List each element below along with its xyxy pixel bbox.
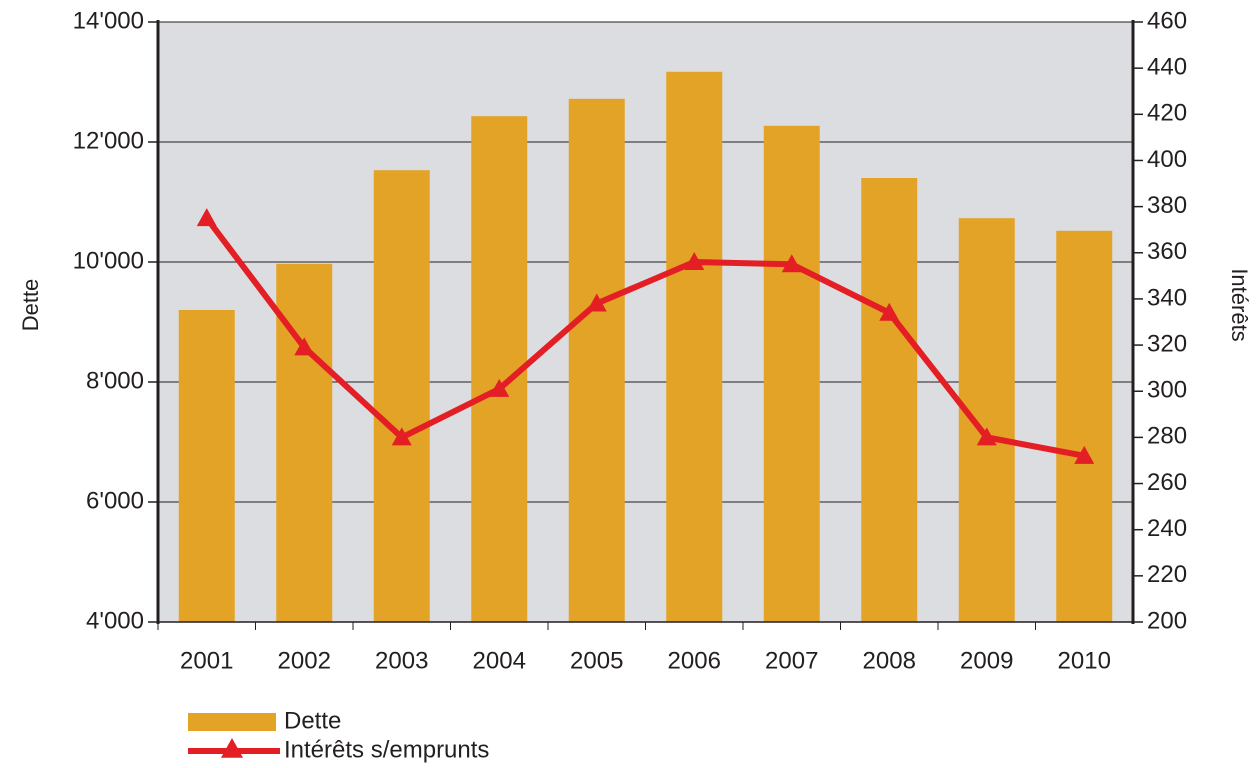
y2-tick-label: 220 — [1147, 561, 1187, 588]
y2-tick-label: 340 — [1147, 284, 1187, 311]
bar — [568, 98, 625, 623]
bar — [958, 218, 1015, 622]
x-tick-label: 2010 — [1058, 647, 1111, 674]
y-tick-label: 6'000 — [86, 487, 144, 514]
x-tick-label: 2003 — [375, 647, 428, 674]
marker — [196, 208, 217, 227]
y-tick-label: 4'000 — [86, 607, 144, 634]
y-tick-label: 12'000 — [73, 127, 144, 154]
x-tick-label: 2005 — [570, 647, 623, 674]
legend-label: Intérêts s/emprunts — [284, 736, 489, 763]
x-tick-label: 2004 — [473, 647, 526, 674]
bar — [178, 310, 235, 622]
y2-axis-label: Intérêts — [1227, 268, 1252, 341]
y2-tick-label: 200 — [1147, 607, 1187, 634]
y2-tick-label: 320 — [1147, 330, 1187, 357]
legend-label: Dette — [284, 707, 341, 734]
x-tick-label: 2006 — [668, 647, 721, 674]
y2-tick-label: 380 — [1147, 192, 1187, 219]
bar — [861, 178, 918, 622]
marker — [976, 427, 997, 446]
y2-tick-label: 460 — [1147, 7, 1187, 34]
x-tick-label: 2001 — [180, 647, 233, 674]
y2-tick-label: 280 — [1147, 423, 1187, 450]
bar — [1056, 230, 1113, 623]
y2-tick-label: 440 — [1147, 53, 1187, 80]
marker — [684, 252, 705, 270]
y2-tick-label: 420 — [1147, 100, 1187, 127]
y2-tick-label: 300 — [1147, 377, 1187, 404]
marker — [781, 254, 802, 273]
bar — [373, 170, 430, 622]
bar — [763, 125, 820, 623]
y2-tick-label: 400 — [1147, 146, 1187, 173]
x-tick-label: 2009 — [960, 647, 1013, 674]
y-tick-label: 8'000 — [86, 367, 144, 394]
bar — [666, 71, 723, 623]
y-axis-label: Dette — [18, 279, 43, 332]
y-tick-label: 10'000 — [73, 247, 144, 274]
x-tick-label: 2002 — [278, 647, 331, 674]
y-tick-label: 14'000 — [73, 7, 144, 34]
y2-tick-label: 360 — [1147, 238, 1187, 265]
legend-marker — [221, 738, 243, 758]
marker — [879, 302, 900, 321]
marker — [586, 293, 607, 312]
marker — [294, 337, 315, 356]
legend-swatch — [188, 713, 276, 731]
marker — [391, 427, 412, 446]
marker — [489, 378, 510, 397]
x-tick-label: 2007 — [765, 647, 818, 674]
line — [204, 216, 1085, 459]
y2-tick-label: 260 — [1147, 469, 1187, 496]
marker — [1074, 445, 1095, 464]
y2-tick-label: 240 — [1147, 515, 1187, 542]
x-tick-label: 2008 — [863, 647, 916, 674]
